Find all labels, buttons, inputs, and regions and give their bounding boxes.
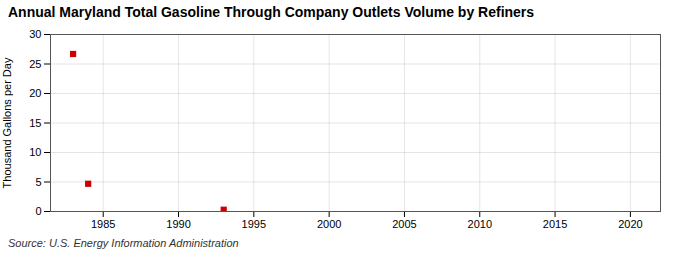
svg-text:2015: 2015 [543,218,567,230]
html-text:Source: U.S. Energy Informatio: Source: U.S. Energy Information Administ… [8,237,239,249]
svg-text:2010: 2010 [468,218,492,230]
svg-text:2000: 2000 [317,218,341,230]
svg-text:1985: 1985 [91,218,115,230]
svg-text:0: 0 [35,205,41,217]
svg-text:5: 5 [35,176,41,188]
svg-text:30: 30 [29,28,41,40]
html-text:Annual Maryland Total Gasoline: Annual Maryland Total Gasoline Through C… [8,4,535,20]
svg-text:10: 10 [29,146,41,158]
svg-text:1995: 1995 [242,218,266,230]
svg-text:25: 25 [29,58,41,70]
svg-text:20: 20 [29,87,41,99]
svg-text:15: 15 [29,117,41,129]
svg-text:2005: 2005 [392,218,416,230]
svg-text:Thousand Gallons per Day: Thousand Gallons per Day [1,57,13,188]
svg-text:1990: 1990 [166,218,190,230]
svg-text:2020: 2020 [618,218,642,230]
